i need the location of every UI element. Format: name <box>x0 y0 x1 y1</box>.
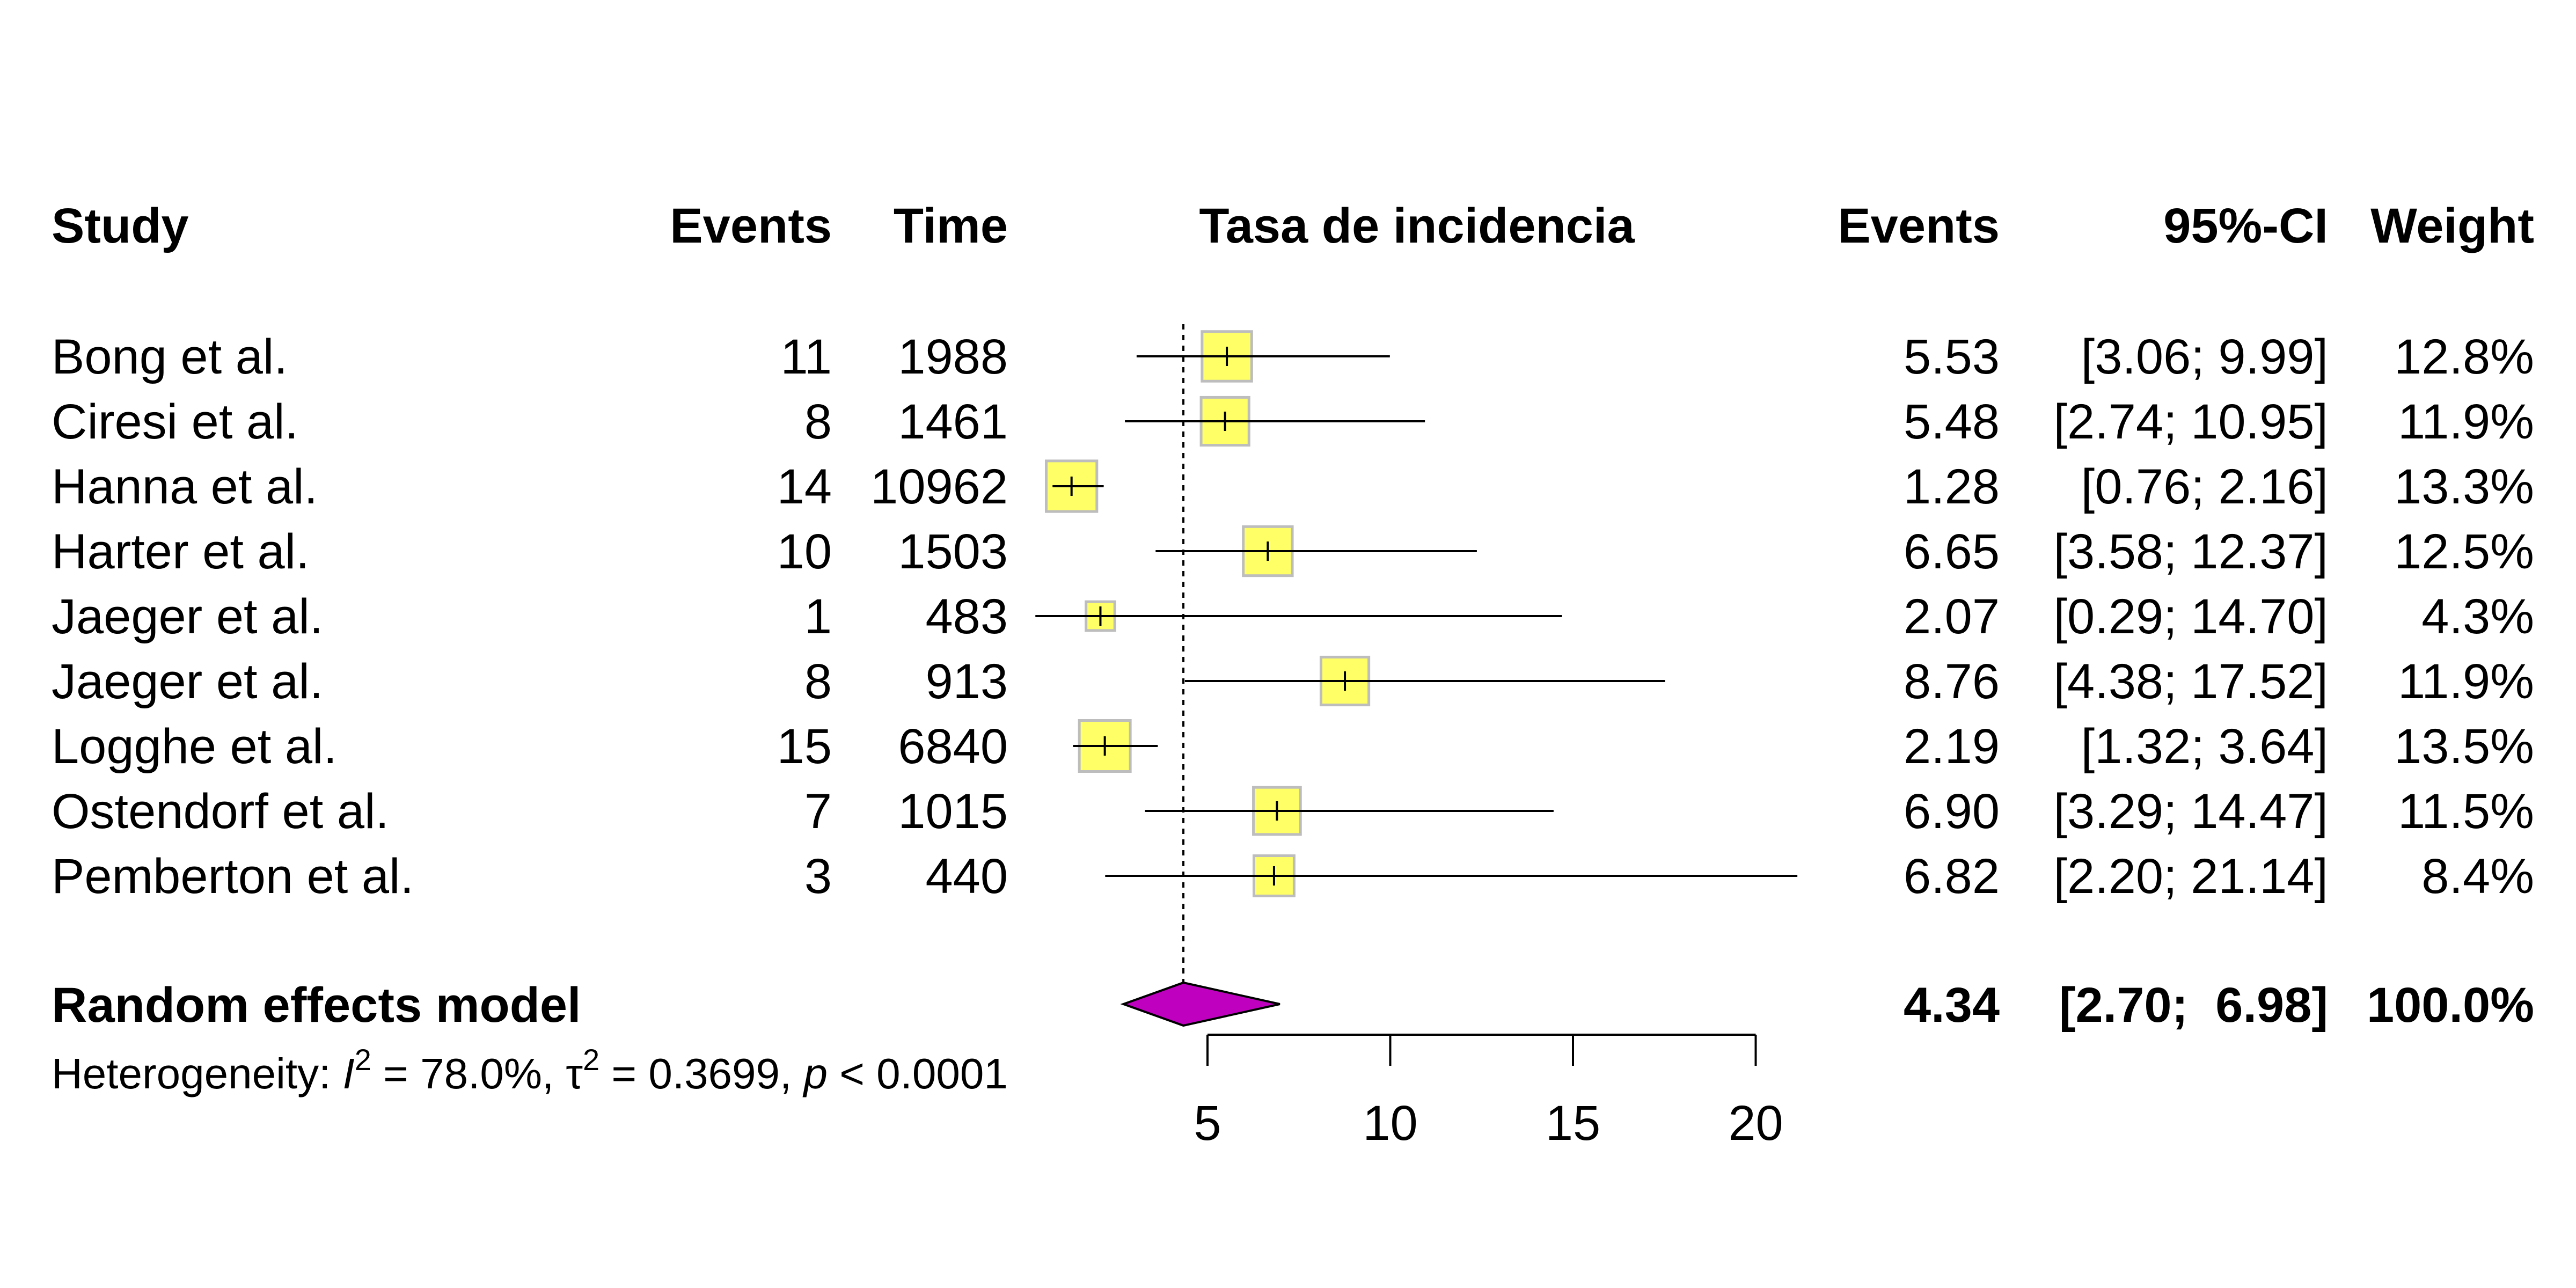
header-study: Study <box>52 199 189 253</box>
table-row: Ostendorf et al. 7 1015 6.90 [3.29; 14.47] 11… <box>52 784 2534 839</box>
pooled-estimate: 4.34 <box>1904 978 2000 1033</box>
estimate-value: 6.65 <box>1904 524 2000 579</box>
weight-value: 12.5% <box>2394 524 2534 579</box>
events-value: 15 <box>777 719 832 774</box>
study-name: Bong et al. <box>52 330 288 384</box>
x-tick-label: 10 <box>1363 1096 1417 1151</box>
weight-value: 4.3% <box>2421 589 2534 644</box>
events-value: 14 <box>777 459 832 514</box>
events-value: 8 <box>804 654 832 709</box>
time-value: 440 <box>926 849 1008 904</box>
estimate-value: 6.82 <box>1904 849 2000 904</box>
estimate-value: 5.48 <box>1904 394 2000 449</box>
study-mark <box>1155 525 1477 577</box>
time-value: 1988 <box>898 330 1008 384</box>
study-name: Jaeger et al. <box>52 589 323 644</box>
weight-value: 13.5% <box>2394 719 2534 774</box>
ci-value: [3.58; 12.37] <box>2053 524 2328 579</box>
x-axis: 5 10 15 20 <box>1194 1034 1783 1151</box>
weight-value: 11.5% <box>2398 784 2534 839</box>
column-headers: Study Events Time Tasa de incidencia Eve… <box>52 199 2534 253</box>
weight-value: 13.3% <box>2394 459 2534 514</box>
time-value: 483 <box>926 589 1008 644</box>
ci-value: [0.76; 2.16] <box>2081 459 2328 514</box>
plot-marks <box>1035 324 1798 1027</box>
estimate-value: 5.53 <box>1904 330 2000 384</box>
study-mark <box>1073 719 1158 773</box>
study-mark <box>1145 786 1554 836</box>
events-value: 7 <box>804 784 832 839</box>
table-row: Logghe et al. 15 6840 2.19 [1.32; 3.64] 13.5% <box>52 719 2534 774</box>
time-value: 1503 <box>898 524 1008 579</box>
ci-value: [3.06; 9.99] <box>2081 330 2328 384</box>
weight-value: 11.9% <box>2398 394 2534 449</box>
weight-value: 11.9% <box>2398 654 2534 709</box>
study-name: Pemberton et al. <box>52 849 414 904</box>
time-value: 1461 <box>898 394 1008 449</box>
table-row: Ciresi et al. 8 1461 5.48 [2.74; 10.95] 11.9% <box>52 394 2534 449</box>
events-value: 8 <box>804 394 832 449</box>
time-value: 6840 <box>898 719 1008 774</box>
study-name: Hanna et al. <box>52 459 318 514</box>
estimate-value: 1.28 <box>1904 459 2000 514</box>
estimate-value: 6.90 <box>1904 784 2000 839</box>
header-time: Time <box>894 199 1008 253</box>
table-row: Hanna et al. 14 10962 1.28 [0.76; 2.16] 13.3% <box>52 459 2534 514</box>
x-tick-label: 5 <box>1194 1096 1221 1151</box>
study-mark <box>1136 330 1390 383</box>
estimate-value: 8.76 <box>1904 654 2000 709</box>
ci-value: [2.20; 21.14] <box>2053 849 2328 904</box>
ci-value: [3.29; 14.47] <box>2053 784 2328 839</box>
pooled-weight: 100.0% <box>2367 978 2534 1033</box>
study-name: Harter et al. <box>52 524 310 579</box>
table-row: Bong et al. 11 1988 5.53 [3.06; 9.99] 12.8% <box>52 330 2534 384</box>
header-events: Events <box>670 199 832 253</box>
study-name: Ostendorf et al. <box>52 784 389 839</box>
header-weight: Weight <box>2370 199 2534 253</box>
ci-value: [1.32; 3.64] <box>2081 719 2328 774</box>
study-mark <box>1184 655 1665 707</box>
time-value: 10962 <box>870 459 1008 514</box>
study-name: Logghe et al. <box>52 719 337 774</box>
table-row: Harter et al. 10 1503 6.65 [3.58; 12.37] 12.5… <box>52 524 2534 579</box>
ci-value: [4.38; 17.52] <box>2053 654 2328 709</box>
events-value: 11 <box>780 330 832 384</box>
pooled-diamond <box>1120 981 1280 1027</box>
estimate-value: 2.07 <box>1904 589 2000 644</box>
estimate-value: 2.19 <box>1904 719 2000 774</box>
study-mark <box>1045 459 1104 513</box>
events-value: 3 <box>804 849 832 904</box>
pooled-ci: [2.70; 6.98] <box>2059 978 2328 1033</box>
table-row: Jaeger et al. 8 913 8.76 [4.38; 17.52] 11.9% <box>52 654 2534 709</box>
header-ci: 95%-CI <box>2163 199 2328 253</box>
header-estimate: Events <box>1838 199 2000 253</box>
ci-value: [2.74; 10.95] <box>2053 394 2328 449</box>
study-rows: Bong et al. 11 1988 5.53 [3.06; 9.99] 12.8% Ci… <box>52 330 2534 904</box>
ci-value: [0.29; 14.70] <box>2053 589 2328 644</box>
x-tick-label: 20 <box>1728 1096 1783 1151</box>
events-value: 10 <box>777 524 832 579</box>
events-value: 1 <box>804 589 832 644</box>
study-name: Ciresi et al. <box>52 394 298 449</box>
heterogeneity-text: Heterogeneity: I2 = 78.0%, τ2 = 0.3699, … <box>52 1043 1008 1097</box>
time-value: 1015 <box>898 784 1008 839</box>
time-value: 913 <box>926 654 1008 709</box>
x-tick-label: 15 <box>1546 1096 1600 1151</box>
weight-value: 12.8% <box>2394 330 2534 384</box>
pooled-label: Random effects model <box>52 978 581 1033</box>
header-plot: Tasa de incidencia <box>1199 199 1635 253</box>
pooled-row: Random effects model 4.34 [2.70; 6.98] 1… <box>52 978 2534 1033</box>
study-mark <box>1125 396 1425 447</box>
weight-value: 8.4% <box>2421 849 2534 904</box>
study-mark <box>1105 854 1798 897</box>
study-name: Jaeger et al. <box>52 654 323 709</box>
table-row: Jaeger et al. 1 483 2.07 [0.29; 14.70] 4.3% <box>52 589 2534 644</box>
study-mark <box>1035 600 1562 632</box>
table-row: Pemberton et al. 3 440 6.82 [2.20; 21.14] 8.4… <box>52 849 2534 904</box>
